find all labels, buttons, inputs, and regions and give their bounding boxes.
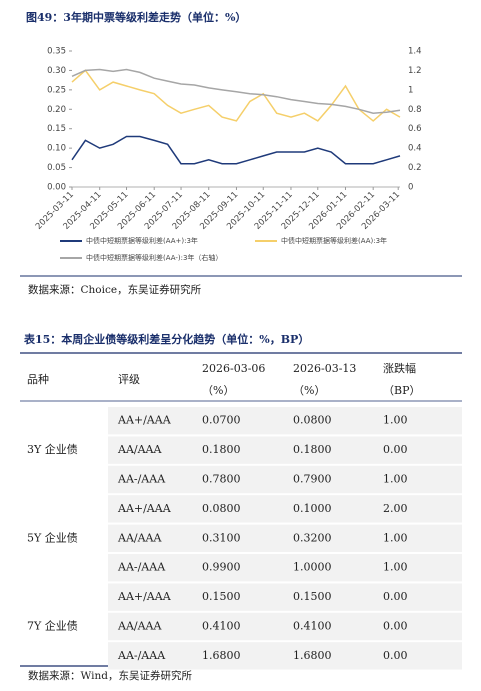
group-label: 5Y 企业债 bbox=[27, 530, 78, 544]
cell: 0.1000 bbox=[293, 502, 332, 515]
cell: 0.7900 bbox=[293, 473, 332, 486]
cell: AA/AAA bbox=[117, 620, 162, 633]
cell: 0.0700 bbox=[202, 414, 241, 427]
header-cell: （%） bbox=[202, 384, 234, 397]
y2-tick-label: 0 bbox=[408, 183, 413, 193]
y-tick-label: 0.30 bbox=[47, 66, 66, 76]
y2-tick-label: 1.2 bbox=[408, 66, 422, 76]
row-bg bbox=[108, 465, 462, 494]
cell: 0.4100 bbox=[293, 620, 332, 633]
y2-tick-label: 0.2 bbox=[408, 163, 422, 173]
header-cell: 2026-03-06 bbox=[202, 362, 265, 375]
cell: AA-/AAA bbox=[117, 649, 166, 662]
cell: 0.1800 bbox=[293, 443, 332, 456]
cell: AA+/AAA bbox=[117, 414, 172, 427]
cell: 0.3100 bbox=[202, 531, 241, 544]
row-bg bbox=[108, 554, 462, 582]
header-cell: 品种 bbox=[27, 372, 49, 386]
y-tick-label: 0.25 bbox=[47, 85, 66, 95]
row-bg bbox=[108, 612, 462, 641]
cell: 1.6800 bbox=[293, 649, 332, 662]
cell: 1.00 bbox=[383, 561, 408, 574]
header-cell: 评级 bbox=[118, 373, 140, 386]
row-bg bbox=[108, 583, 462, 611]
cell: 1.00 bbox=[383, 531, 408, 544]
series-line bbox=[71, 135, 401, 165]
legend-label: 中债中短期票据等级利差(AA+):3年 bbox=[86, 236, 198, 245]
cell: AA+/AAA bbox=[117, 502, 172, 515]
cell: AA-/AAA bbox=[117, 561, 166, 574]
y2-tick-label: 0.6 bbox=[408, 124, 422, 134]
row-bg bbox=[108, 436, 462, 464]
cell: 2.00 bbox=[383, 502, 408, 515]
y-tick-label: 0.10 bbox=[47, 144, 66, 154]
cell: 0.3200 bbox=[293, 531, 332, 544]
header-cell: （BP） bbox=[383, 384, 421, 397]
cell: 1.0000 bbox=[293, 561, 332, 574]
cell: 0.1500 bbox=[202, 590, 241, 603]
figure-title: 图49：3年期中票等级利差走势（单位：%） bbox=[26, 10, 246, 24]
cell: 0.00 bbox=[383, 590, 408, 603]
row-bg bbox=[108, 642, 462, 670]
y-tick-label: 0.05 bbox=[47, 163, 66, 173]
header-cell: 涨跌幅 bbox=[383, 361, 416, 375]
header-cell: （%） bbox=[293, 384, 325, 397]
cell: 0.7800 bbox=[202, 473, 241, 486]
y2-tick-label: 0.4 bbox=[408, 144, 422, 154]
row-bg bbox=[108, 407, 462, 435]
y2-tick-label: 1.4 bbox=[408, 47, 422, 57]
cell: 0.0800 bbox=[293, 414, 332, 427]
y-tick-label: 0.20 bbox=[47, 105, 66, 115]
legend-label: 中债中短期票据等级利差(AA-):3年（右轴） bbox=[86, 253, 222, 262]
y2-tick-label: 1 bbox=[408, 85, 413, 95]
figure-source: 数据来源：Choice，东吴证券研究所 bbox=[28, 283, 202, 296]
y-tick-label: 0.35 bbox=[47, 47, 66, 57]
table-source: 数据来源：Wind，东吴证券研究所 bbox=[28, 669, 192, 682]
series-line bbox=[71, 69, 401, 122]
y-tick-label: 0.00 bbox=[47, 183, 66, 193]
y-tick-label: 0.15 bbox=[47, 124, 66, 134]
cell: 0.4100 bbox=[202, 620, 241, 633]
row-bg bbox=[108, 495, 462, 523]
cell: 0.00 bbox=[383, 620, 408, 633]
legend-label: 中债中短期票据等级利差(AA):3年 bbox=[281, 236, 387, 245]
cell: AA/AAA bbox=[117, 443, 162, 456]
cell: 0.1800 bbox=[202, 443, 241, 456]
cell: AA/AAA bbox=[117, 531, 162, 544]
cell: 1.00 bbox=[383, 473, 408, 486]
y2-tick-label: 0.8 bbox=[408, 105, 422, 115]
cell: 1.6800 bbox=[202, 649, 241, 662]
series-line bbox=[71, 68, 401, 114]
cell: 0.9900 bbox=[202, 561, 241, 574]
cell: AA+/AAA bbox=[117, 590, 172, 603]
cell: AA-/AAA bbox=[117, 473, 166, 486]
group-label: 3Y 企业债 bbox=[27, 442, 78, 456]
cell: 0.00 bbox=[383, 443, 408, 456]
cell: 1.00 bbox=[383, 414, 408, 427]
table-title: 表15：本周企业债等级利差呈分化趋势（单位：%，BP） bbox=[23, 332, 309, 346]
row-bg bbox=[108, 524, 462, 552]
cell: 0.1500 bbox=[293, 590, 332, 603]
group-label: 7Y 企业债 bbox=[27, 619, 78, 633]
cell: 0.0800 bbox=[202, 502, 241, 515]
cell: 0.00 bbox=[383, 649, 408, 662]
header-cell: 2026-03-13 bbox=[293, 362, 356, 375]
